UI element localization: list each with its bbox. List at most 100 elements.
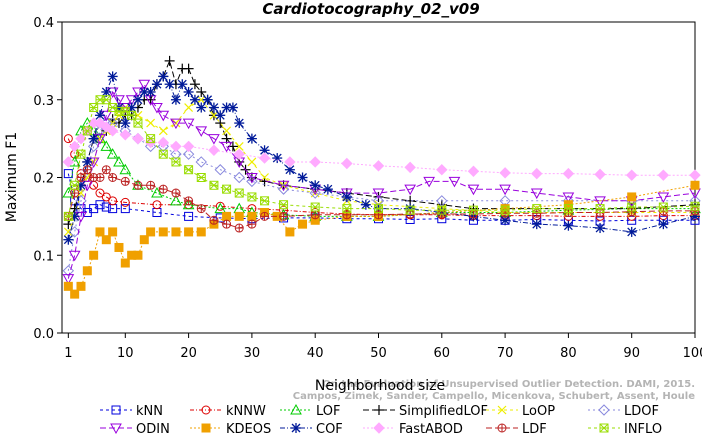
data-point-odin <box>246 173 258 184</box>
data-point-kdeos <box>76 281 86 291</box>
legend-item-cof: COF <box>280 422 343 434</box>
data-point-ldf <box>690 206 700 216</box>
data-point-ldof <box>214 164 226 176</box>
data-point-inflo <box>158 149 168 159</box>
data-point-cof <box>626 226 637 237</box>
data-point-inflo <box>260 196 270 206</box>
legend-label: LDF <box>522 422 547 434</box>
data-point-simplifiedlof <box>164 55 175 66</box>
data-point-kdeos <box>133 250 143 260</box>
data-point-lof <box>151 187 163 198</box>
data-point-odin <box>157 110 170 122</box>
data-point-odin <box>113 95 125 106</box>
data-point-inflo <box>82 126 92 136</box>
data-point-fastabod <box>68 140 81 153</box>
x-tick-label: 60 <box>434 346 451 361</box>
data-point-inflo <box>196 173 206 182</box>
data-point-kdeos <box>89 250 99 260</box>
data-point-ldf <box>627 207 637 217</box>
x-tick-label: 10 <box>117 346 134 361</box>
x-tick-label: 50 <box>370 346 387 361</box>
data-point-cof <box>189 94 200 105</box>
legend-label: INFLO <box>624 422 662 434</box>
data-point-inflo <box>658 202 668 212</box>
data-point-odin <box>68 250 81 262</box>
data-point-odin <box>530 188 543 200</box>
data-point-odin <box>182 118 195 130</box>
data-point-cof <box>215 110 226 121</box>
data-point-ldf <box>95 173 105 182</box>
data-point-cof <box>310 180 321 191</box>
data-point-fastabod <box>258 152 271 164</box>
data-point-inflo <box>234 188 244 198</box>
data-point-cof <box>196 102 207 113</box>
legend-item-fastabod: FastABOD <box>363 422 463 434</box>
legend-marker <box>374 405 384 415</box>
data-point-ldf <box>133 180 143 190</box>
data-point-inflo <box>405 205 415 215</box>
data-point-inflo <box>500 205 510 215</box>
data-point-inflo <box>374 204 383 214</box>
legend-item-lof: LOF <box>280 403 341 419</box>
data-point-odin <box>562 192 575 203</box>
data-point-cof <box>88 133 99 144</box>
data-point-inflo <box>247 192 257 202</box>
data-point-loop <box>184 103 194 112</box>
legend-item-odin: ODIN <box>100 422 170 434</box>
series-line-odin <box>67 83 696 279</box>
legend-item-inflo: INFLO <box>588 422 662 434</box>
data-point-inflo <box>563 204 573 214</box>
data-point-fastabod <box>531 167 543 180</box>
data-point-kdeos <box>298 219 308 229</box>
data-point-knnw <box>63 134 73 144</box>
data-point-kdeos <box>247 211 257 221</box>
data-point-cof <box>563 220 574 231</box>
series-line-cof <box>67 74 696 240</box>
data-point-loop <box>82 173 92 182</box>
legend-label: COF <box>316 422 343 434</box>
data-point-inflo <box>63 211 73 221</box>
data-point-fastabod <box>284 156 296 168</box>
data-point-inflo <box>146 134 156 144</box>
data-point-cof <box>234 118 245 129</box>
legend-marker <box>201 423 211 433</box>
data-point-fastabod <box>467 165 480 177</box>
data-point-cof <box>595 223 606 234</box>
chart-title: Cardiotocography_02_v09 <box>262 0 479 18</box>
data-point-odin <box>423 176 435 188</box>
data-point-ldf <box>158 184 168 194</box>
data-point-loop <box>222 126 232 136</box>
data-point-knn <box>120 204 130 214</box>
data-point-knn <box>184 211 194 221</box>
data-point-knnw <box>95 188 105 198</box>
data-point-knn <box>101 202 111 212</box>
data-point-odin <box>277 180 290 192</box>
data-point-inflo <box>437 205 447 215</box>
data-point-ldf <box>196 204 206 214</box>
data-point-fastabod <box>208 144 220 156</box>
legend-label: kNN <box>136 404 163 419</box>
data-point-cof <box>297 172 308 183</box>
data-point-fastabod <box>372 160 385 172</box>
data-point-kdeos <box>196 227 206 237</box>
data-point-fastabod <box>182 140 195 153</box>
data-point-cof <box>101 86 112 97</box>
data-point-inflo <box>310 202 320 212</box>
data-point-fastabod <box>625 169 638 181</box>
data-point-knnw <box>120 197 130 207</box>
data-point-cof <box>158 71 169 82</box>
x-tick-label: 80 <box>560 346 577 361</box>
data-point-kdeos <box>234 211 244 221</box>
data-point-ldf <box>101 165 111 175</box>
data-point-cof <box>164 79 175 90</box>
data-point-knnw <box>215 201 225 211</box>
y-axis-label: Maximum F1 <box>4 132 20 222</box>
data-point-cof <box>341 191 352 202</box>
legend-marker <box>291 423 301 433</box>
data-point-odin <box>467 184 480 196</box>
data-point-cof <box>132 94 143 105</box>
data-point-cof <box>107 71 118 82</box>
data-point-ldof <box>277 183 290 195</box>
data-point-ldf <box>310 210 320 220</box>
